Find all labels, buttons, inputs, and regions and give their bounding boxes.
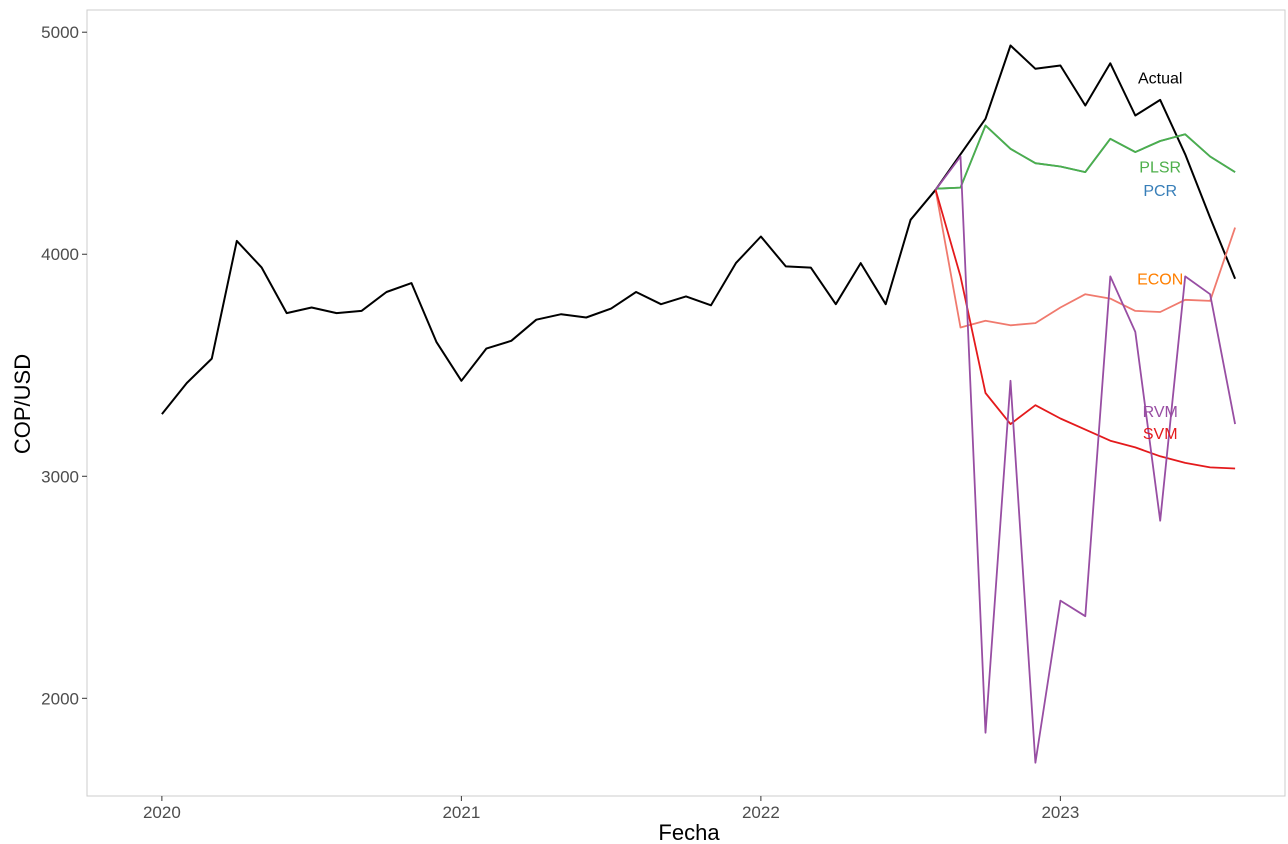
series-label-plsr: PLSR xyxy=(1139,160,1181,177)
series-line-econ xyxy=(934,189,1236,329)
x-tick-label: 2020 xyxy=(143,803,181,822)
x-tick-label: 2022 xyxy=(742,803,780,822)
y-tick-label: 2000 xyxy=(41,689,79,708)
series-label-actual: Actual xyxy=(1138,71,1182,88)
series-line-svm xyxy=(934,189,1236,470)
series-line-rvm xyxy=(934,155,1236,764)
series-label-svm: SVM xyxy=(1143,426,1178,443)
y-tick-label: 3000 xyxy=(41,467,79,486)
y-axis-title: COP/USD xyxy=(10,354,35,454)
y-tick-label: 4000 xyxy=(41,245,79,264)
x-tick-label: 2021 xyxy=(442,803,480,822)
series-label-rvm: RVM xyxy=(1143,404,1178,421)
y-axis: 2000 3000 4000 5000 xyxy=(41,23,87,708)
y-tick-label: 5000 xyxy=(41,23,79,42)
series-labels: Actual PLSR PCR ECON RVM SVM xyxy=(1137,71,1183,443)
series-label-econ: ECON xyxy=(1137,272,1183,289)
series-label-pcr: PCR xyxy=(1143,183,1177,200)
x-axis-title: Fecha xyxy=(658,820,720,844)
series-line-actual xyxy=(161,44,1237,415)
x-tick-label: 2023 xyxy=(1041,803,1079,822)
plot-panel xyxy=(86,9,1286,797)
series-lines xyxy=(161,44,1237,764)
series-line-plsr xyxy=(935,124,1236,190)
x-axis: 2020 2021 2022 2023 xyxy=(143,796,1079,822)
